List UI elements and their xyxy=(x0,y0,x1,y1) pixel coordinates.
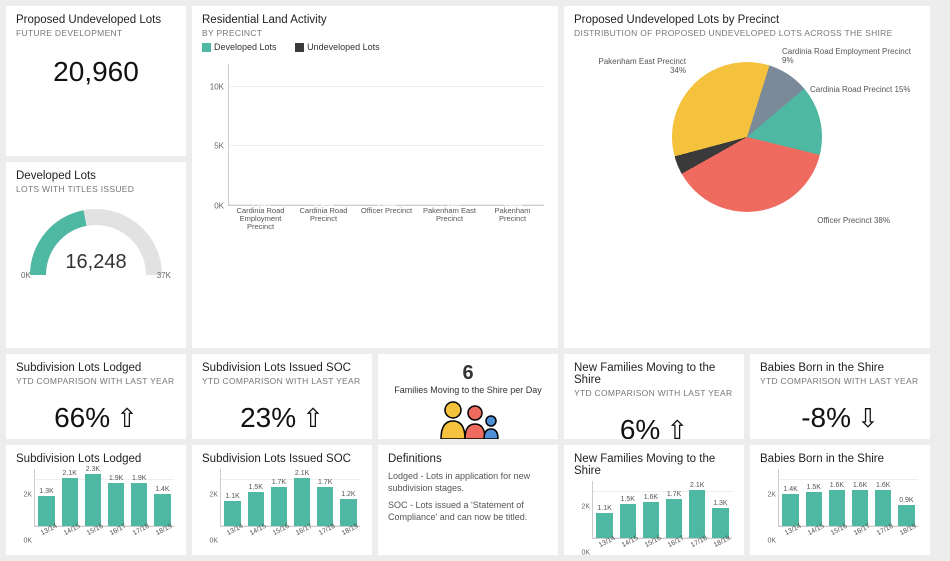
legend: Developed Lots Undeveloped Lots xyxy=(202,42,548,54)
mini-bar-chart: 1.1K13/141.5K14/151.7K15/162.1K16/171.7K… xyxy=(202,469,362,541)
title: Babies Born in the Shire xyxy=(760,453,920,465)
card-pie-precinct: Proposed Undeveloped Lots by Precinct DI… xyxy=(564,6,930,348)
kpi-value: 6% xyxy=(620,414,660,439)
legend-undev: Undeveloped Lots xyxy=(307,42,380,52)
card-mini-lodged: Subdivision Lots Lodged 1.3K13/142.1K14/… xyxy=(6,445,186,555)
card-mini-new-families: New Families Moving to the Shire 1.1K13/… xyxy=(564,445,744,555)
card-proposed-undeveloped: Proposed Undeveloped Lots FUTURE DEVELOP… xyxy=(6,6,186,156)
card-kpi-families: 6 Families Moving to the Shire per Day xyxy=(378,354,558,439)
subtitle: BY PRECINCT xyxy=(202,28,548,38)
mini-bar-chart: 1.3K13/142.1K14/152.3K15/161.9K16/171.9K… xyxy=(16,469,176,541)
legend-dev: Developed Lots xyxy=(214,42,277,52)
title: Subdivision Lots Lodged xyxy=(16,453,176,465)
card-mini-soc: Subdivision Lots Issued SOC 1.1K13/141.5… xyxy=(192,445,372,555)
subtitle: YTD COMPARISON WITH LAST YEAR xyxy=(574,388,734,398)
card-definitions: Definitions Lodged - Lots in application… xyxy=(378,445,558,555)
proposed-value: 20,960 xyxy=(16,56,176,88)
gauge-developed: 16,248 0K 37K xyxy=(21,200,171,278)
title: Residential Land Activity xyxy=(202,14,548,26)
card-kpi-sub-lodged: Subdivision Lots Lodged YTD COMPARISON W… xyxy=(6,354,186,439)
families-icon xyxy=(433,399,503,439)
subtitle: YTD COMPARISON WITH LAST YEAR xyxy=(760,376,920,386)
title: New Families Moving to the Shire xyxy=(574,453,734,477)
stacked-bar-chart: 0K5K10K 1,849Cardinia Road Employment Pr… xyxy=(202,64,548,224)
def-soc: SOC - Lots issued a 'Statement of Compli… xyxy=(388,500,548,523)
arrow-up-icon xyxy=(116,402,138,434)
title: Proposed Undeveloped Lots xyxy=(16,14,176,26)
gauge-value: 16,248 xyxy=(21,251,171,274)
mini-bar-chart: 1.4K13/141.5K14/151.6K15/161.6K16/171.6K… xyxy=(760,469,920,541)
mini-bar-chart: 1.1K13/141.5K14/151.6K15/161.7K16/172.1K… xyxy=(574,481,734,553)
pie-chart: Pakenham East Precinct 34% Cardinia Road… xyxy=(574,52,920,222)
card-developed-lots: Developed Lots LOTS WITH TITLES ISSUED 1… xyxy=(6,162,186,348)
def-lodged: Lodged - Lots in application for new sub… xyxy=(388,471,548,494)
card-kpi-new-families: New Families Moving to the Shire YTD COM… xyxy=(564,354,744,439)
title: Babies Born in the Shire xyxy=(760,362,920,374)
subtitle: FUTURE DEVELOPMENT xyxy=(16,28,176,38)
subtitle: DISTRIBUTION OF PROPOSED UNDEVELOPED LOT… xyxy=(574,28,920,38)
families-value: 6 xyxy=(388,362,548,385)
subtitle: YTD COMPARISON WITH LAST YEAR xyxy=(16,376,176,386)
pie-label-card-emp: Cardinia Road Employment Precinct 9% xyxy=(782,48,912,66)
subtitle: YTD COMPARISON WITH LAST YEAR xyxy=(202,376,362,386)
arrow-down-icon xyxy=(857,402,879,434)
card-residential-activity: Residential Land Activity BY PRECINCT De… xyxy=(192,6,558,348)
title: Proposed Undeveloped Lots by Precinct xyxy=(574,14,920,26)
title: Subdivision Lots Lodged xyxy=(16,362,176,374)
title: Developed Lots xyxy=(16,170,176,182)
pie-label-card-road: Cardinia Road Precinct 15% xyxy=(810,86,920,95)
title: Definitions xyxy=(388,453,548,465)
gauge-max: 37K xyxy=(157,271,171,280)
arrow-up-icon xyxy=(666,414,688,439)
pie-label-officer: Officer Precinct 38% xyxy=(817,217,890,226)
arrow-up-icon xyxy=(302,402,324,434)
kpi-value: 66% xyxy=(54,402,110,434)
card-kpi-babies: Babies Born in the Shire YTD COMPARISON … xyxy=(750,354,930,439)
title: New Families Moving to the Shire xyxy=(574,362,734,386)
subtitle: LOTS WITH TITLES ISSUED xyxy=(16,184,176,194)
card-mini-babies: Babies Born in the Shire 1.4K13/141.5K14… xyxy=(750,445,930,555)
families-text: Families Moving to the Shire per Day xyxy=(388,385,548,395)
kpi-value: -8% xyxy=(801,402,851,434)
card-kpi-sub-soc: Subdivision Lots Issued SOC YTD COMPARIS… xyxy=(192,354,372,439)
gauge-min: 0K xyxy=(21,271,31,280)
title: Subdivision Lots Issued SOC xyxy=(202,362,362,374)
pie-label-pakenham-east: Pakenham East Precinct 34% xyxy=(586,58,686,76)
title: Subdivision Lots Issued SOC xyxy=(202,453,362,465)
kpi-value: 23% xyxy=(240,402,296,434)
